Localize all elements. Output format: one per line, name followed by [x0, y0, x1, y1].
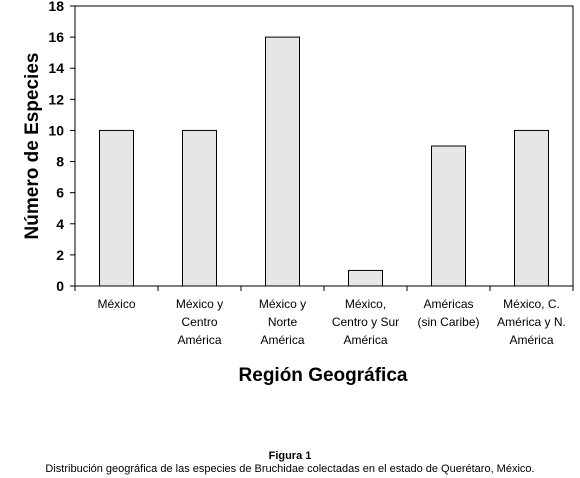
y-tick-label: 12 — [48, 91, 64, 107]
x-category-label: América y N. — [497, 315, 566, 329]
y-tick-label: 2 — [56, 247, 64, 263]
y-tick-label: 18 — [48, 0, 64, 14]
x-category-label: Centro — [181, 315, 217, 329]
x-category-label: Norte — [268, 315, 298, 329]
y-tick-label: 4 — [56, 216, 64, 232]
y-tick-label: 14 — [48, 60, 64, 76]
x-category-label: México y — [259, 297, 306, 311]
figure-label: Figura 1 — [268, 450, 312, 462]
x-category-label: Centro y Sur — [332, 315, 399, 329]
x-category-label: América — [509, 333, 553, 347]
y-axis-title: Número de Especies — [22, 53, 43, 240]
y-tick-label: 16 — [48, 29, 64, 45]
x-category-label: América — [343, 333, 387, 347]
bar — [431, 145, 466, 287]
figure-caption: Distribución geográfica de las especies … — [45, 463, 535, 475]
bar — [514, 129, 549, 287]
plot-area: 0 2 4 6 8 10 12 14 16 18 México México y Centro Améri… — [48, 0, 574, 347]
bar — [182, 129, 217, 287]
x-category-label: México, C. — [503, 297, 560, 311]
x-category-label: México, — [345, 297, 386, 311]
bar — [99, 129, 134, 287]
x-category-label: México — [97, 297, 135, 311]
y-tick-label: 6 — [56, 185, 64, 201]
plot-frame — [74, 5, 574, 287]
bar-chart: 0 2 4 6 8 10 12 14 16 18 México México y Centro Améri… — [22, 0, 574, 386]
x-category-label: América — [177, 333, 221, 347]
x-category-label: (sin Caribe) — [417, 315, 479, 329]
y-tick-label: 8 — [56, 154, 64, 170]
x-axis-title: Región Geográfica — [239, 365, 408, 386]
y-tick-label: 10 — [48, 122, 64, 138]
x-category-label: México y — [176, 297, 223, 311]
bar — [265, 36, 300, 287]
x-category-label: América — [260, 333, 304, 347]
bar — [348, 269, 383, 287]
y-tick-label: 0 — [56, 278, 64, 294]
x-category-label: Américas — [423, 297, 473, 311]
